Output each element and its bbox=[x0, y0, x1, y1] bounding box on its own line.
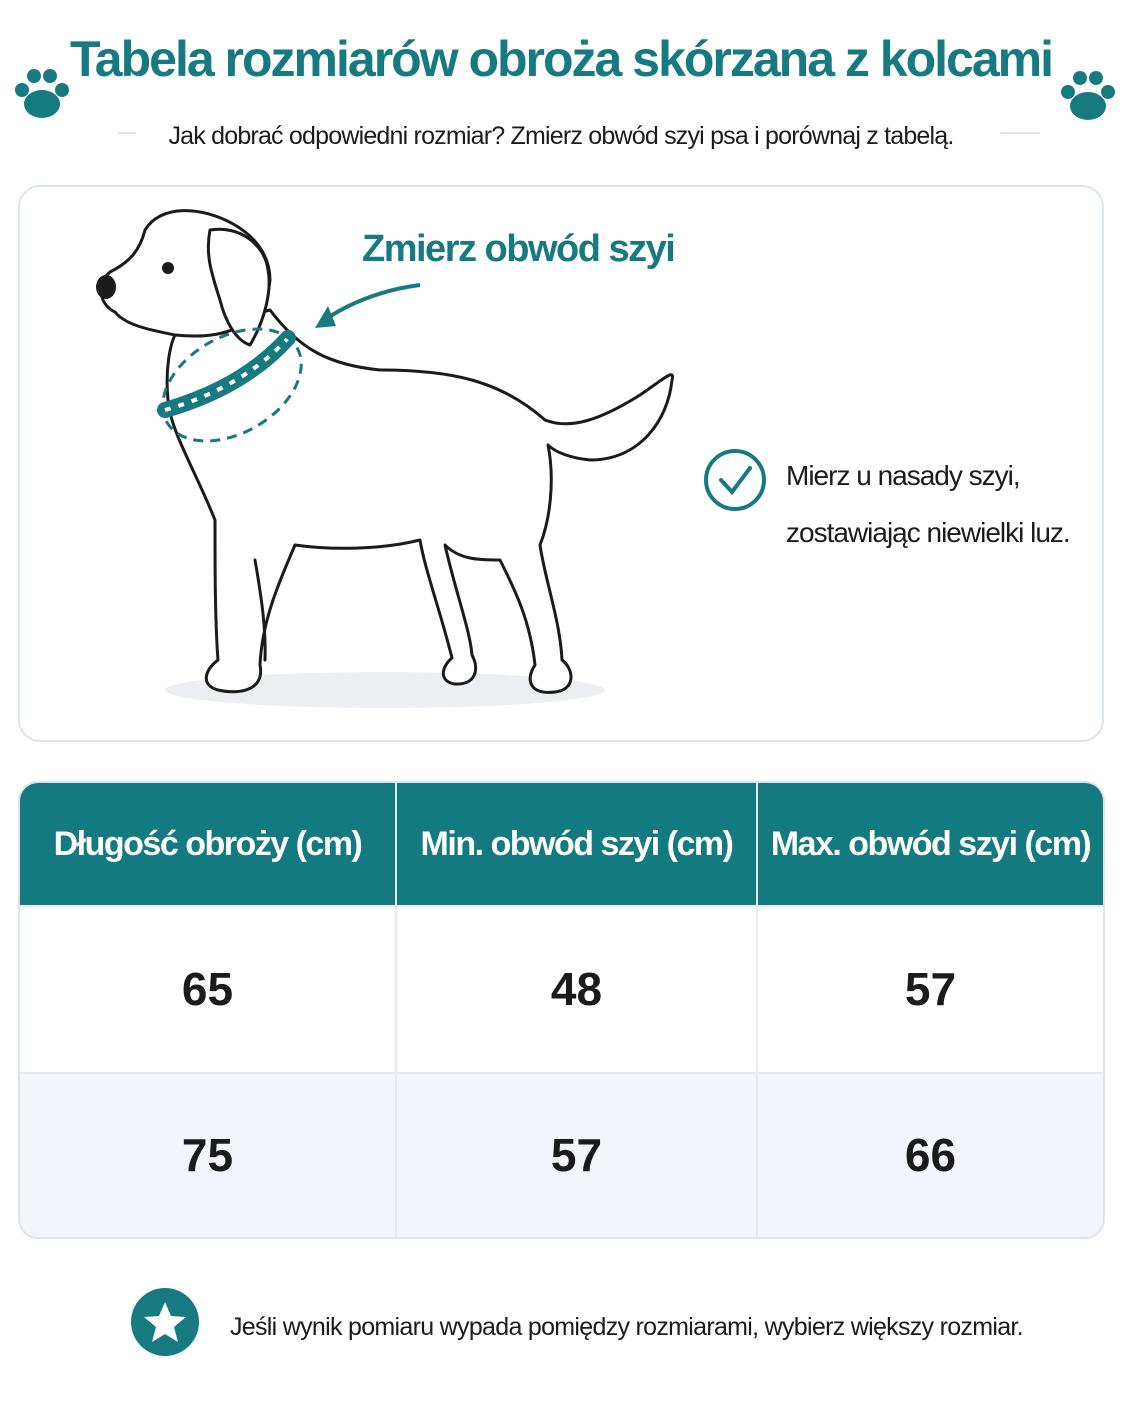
illustration-card bbox=[18, 185, 1104, 742]
paw-icon bbox=[15, 69, 69, 118]
check-icon bbox=[704, 449, 766, 511]
header-cell: Max. obwód szyi (cm) bbox=[757, 783, 1103, 906]
star-icon bbox=[144, 1302, 186, 1342]
measure-line bbox=[161, 327, 303, 443]
cell: 66 bbox=[757, 1071, 1103, 1237]
footer-note: Jeśli wynik pomiaru wypada pomiędzy rozm… bbox=[230, 1313, 1024, 1341]
size-table: Długość obroży (cm) Min. obwód szyi (cm) M… bbox=[18, 781, 1105, 1239]
shadow bbox=[165, 672, 605, 708]
arrow-head bbox=[315, 306, 336, 328]
cell: 57 bbox=[396, 1071, 758, 1237]
header-cell: Długość obroży (cm) bbox=[20, 783, 397, 906]
dog-eye bbox=[162, 262, 174, 274]
divider bbox=[1000, 132, 1040, 134]
collar bbox=[157, 330, 296, 418]
measure-label: Zmierz obwód szyi bbox=[362, 228, 676, 270]
dog-nose bbox=[96, 275, 116, 299]
table: Długość obroży (cm) Min. obwód szyi (cm) M… bbox=[20, 783, 1103, 1237]
cell: 57 bbox=[757, 905, 1103, 1073]
header-cell: Min. obwód szyi (cm) bbox=[396, 783, 758, 906]
cell: 75 bbox=[20, 1071, 397, 1237]
title: Tabela rozmiarów obroża skórzana z kolca… bbox=[69, 31, 1054, 87]
subtitle: Jak dobrać odpowiedni rozmiar? Zmierz ob… bbox=[168, 122, 954, 150]
tip-text: zostawiając niewielki luz. bbox=[786, 517, 1071, 548]
tip-text: Mierz u nasady szyi, bbox=[786, 460, 1021, 491]
dog-illustration bbox=[99, 209, 674, 694]
divider bbox=[118, 132, 136, 134]
cell: 48 bbox=[396, 905, 758, 1073]
paw-icon bbox=[1061, 71, 1115, 120]
cell: 65 bbox=[20, 905, 397, 1073]
check-mark bbox=[719, 466, 752, 496]
